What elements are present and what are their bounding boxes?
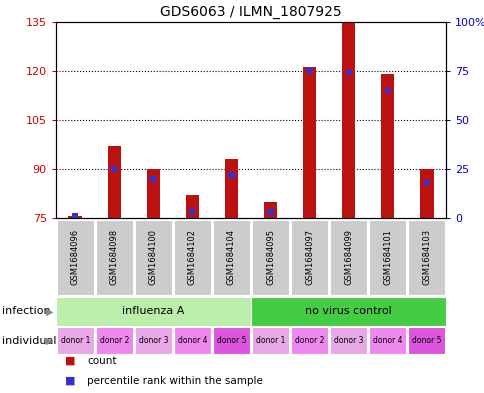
Bar — [212, 220, 250, 295]
Text: GSM1684099: GSM1684099 — [343, 230, 352, 285]
Text: ■: ■ — [65, 376, 76, 386]
Text: GSM1684097: GSM1684097 — [304, 230, 314, 285]
Text: influenza A: influenza A — [122, 307, 184, 316]
Text: donor 3: donor 3 — [333, 336, 363, 345]
Bar — [189, 209, 195, 215]
Bar — [407, 327, 444, 354]
Text: GSM1684095: GSM1684095 — [265, 230, 274, 285]
Bar — [302, 68, 316, 218]
Text: ▶: ▶ — [46, 336, 53, 346]
Text: percentile rank within the sample: percentile rank within the sample — [87, 376, 263, 386]
Bar — [368, 327, 406, 354]
Bar — [329, 220, 366, 295]
Bar — [224, 159, 238, 218]
Text: donor 4: donor 4 — [372, 336, 402, 345]
Bar — [68, 217, 82, 218]
Title: GDS6063 / ILMN_1807925: GDS6063 / ILMN_1807925 — [160, 5, 341, 19]
Bar — [72, 213, 78, 219]
Bar — [146, 169, 160, 218]
Text: GSM1684103: GSM1684103 — [421, 230, 430, 285]
Bar — [135, 220, 172, 295]
Bar — [57, 220, 94, 295]
Text: donor 1: donor 1 — [60, 336, 90, 345]
Text: GSM1684101: GSM1684101 — [382, 230, 392, 285]
Bar — [329, 327, 366, 354]
Text: no virus control: no virus control — [304, 307, 391, 316]
Bar — [384, 88, 390, 93]
Bar — [290, 220, 328, 295]
Bar — [263, 202, 277, 218]
Bar — [57, 327, 94, 354]
Bar — [419, 169, 433, 218]
Text: GSM1684098: GSM1684098 — [109, 230, 119, 285]
Bar — [251, 297, 445, 326]
Text: donor 2: donor 2 — [294, 336, 324, 345]
Bar — [251, 220, 288, 295]
Text: individual: individual — [2, 336, 57, 346]
Bar — [290, 327, 328, 354]
Text: GSM1684100: GSM1684100 — [149, 230, 158, 285]
Bar — [95, 220, 133, 295]
Text: donor 1: donor 1 — [255, 336, 285, 345]
Bar — [107, 146, 121, 218]
Bar — [345, 70, 351, 75]
Bar — [306, 68, 312, 73]
Bar — [423, 180, 429, 185]
Text: donor 2: donor 2 — [99, 336, 129, 345]
Bar — [228, 172, 234, 178]
Bar — [267, 209, 273, 215]
Text: count: count — [87, 356, 117, 365]
Text: ▶: ▶ — [46, 307, 53, 316]
Bar — [380, 74, 393, 218]
Bar — [150, 176, 156, 182]
Bar — [56, 297, 251, 326]
Text: donor 4: donor 4 — [177, 336, 207, 345]
Text: infection: infection — [2, 307, 51, 316]
Bar — [407, 220, 444, 295]
Bar — [135, 327, 172, 354]
Bar — [251, 327, 288, 354]
Text: GSM1684102: GSM1684102 — [187, 230, 197, 285]
Bar — [185, 195, 199, 218]
Text: donor 5: donor 5 — [411, 336, 440, 345]
Bar — [111, 166, 117, 172]
Text: GSM1684096: GSM1684096 — [71, 230, 80, 285]
Bar — [173, 220, 211, 295]
Bar — [173, 327, 211, 354]
Bar — [368, 220, 406, 295]
Text: GSM1684104: GSM1684104 — [227, 230, 236, 285]
Text: ■: ■ — [65, 356, 76, 365]
Text: donor 3: donor 3 — [138, 336, 168, 345]
Bar — [212, 327, 250, 354]
Text: donor 5: donor 5 — [216, 336, 246, 345]
Bar — [95, 327, 133, 354]
Bar — [341, 22, 355, 218]
